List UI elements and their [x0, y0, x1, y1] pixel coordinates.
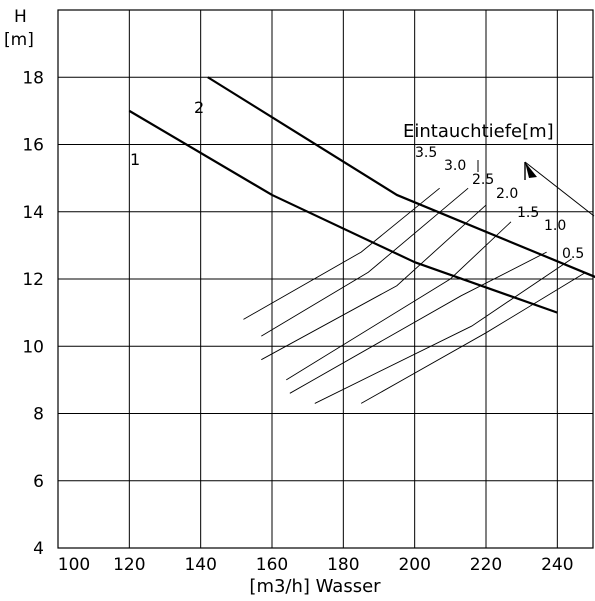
- curve-label-2: 2: [194, 98, 204, 117]
- curve-label-1: 1: [130, 150, 140, 169]
- y-tick-label: 12: [22, 270, 44, 290]
- depth-line-1-5: [289, 251, 547, 394]
- x-tick-label: 100: [58, 555, 90, 575]
- y-tick-label: 10: [22, 337, 44, 357]
- x-tick-label: 160: [256, 555, 288, 575]
- pump-curves: [128, 76, 595, 314]
- depth-line-2-0: [286, 221, 512, 381]
- pump-curve-1: [128, 109, 558, 314]
- depth-lines: [243, 187, 587, 404]
- annotations: 3.5 3.0 2.52.0 1.5 1.0 0.5 1 2: [130, 98, 595, 262]
- depth-label: 0.5: [562, 246, 584, 262]
- y-axis-title: H: [14, 7, 27, 27]
- depth-line-1-0: [314, 258, 572, 404]
- depth-arrow-line: [524, 161, 595, 217]
- x-tick-label: 140: [184, 555, 216, 575]
- x-tick-label: 120: [113, 555, 145, 575]
- depth-label: 1.5: [517, 205, 539, 221]
- depth-label: 2.0: [496, 186, 518, 202]
- y-tick-label: 14: [22, 203, 44, 223]
- y-axis-unit: [m]: [4, 30, 34, 50]
- depth-arrow-head: [525, 162, 537, 178]
- x-tick-label: 240: [541, 555, 573, 575]
- y-tick-label: 4: [33, 539, 44, 559]
- grid-lines: [57, 9, 594, 549]
- x-tick-label: 200: [398, 555, 430, 575]
- depth-line-3-0: [261, 187, 469, 337]
- depth-label: 3.5: [415, 145, 437, 161]
- y-tick-label: 16: [22, 136, 44, 156]
- depth-label: 1.0: [544, 218, 566, 234]
- y-tick-label: 8: [33, 405, 44, 425]
- depth-legend-title: Eintauchtiefe[m]: [403, 121, 554, 142]
- depth-line-0-5: [360, 271, 587, 404]
- x-axis-title: [m3/h] Wasser: [249, 576, 381, 597]
- depth-label: 2.5: [472, 172, 494, 188]
- x-tick-label: 220: [470, 555, 502, 575]
- depth-line-2-5: [261, 204, 487, 361]
- y-tick-label: 6: [33, 472, 44, 492]
- x-tick-label: 180: [327, 555, 359, 575]
- depth-label: 3.0: [444, 158, 466, 174]
- depth-line-3-5: [243, 187, 440, 320]
- pump-curve-2: [207, 76, 595, 279]
- y-tick-label: 18: [22, 68, 44, 88]
